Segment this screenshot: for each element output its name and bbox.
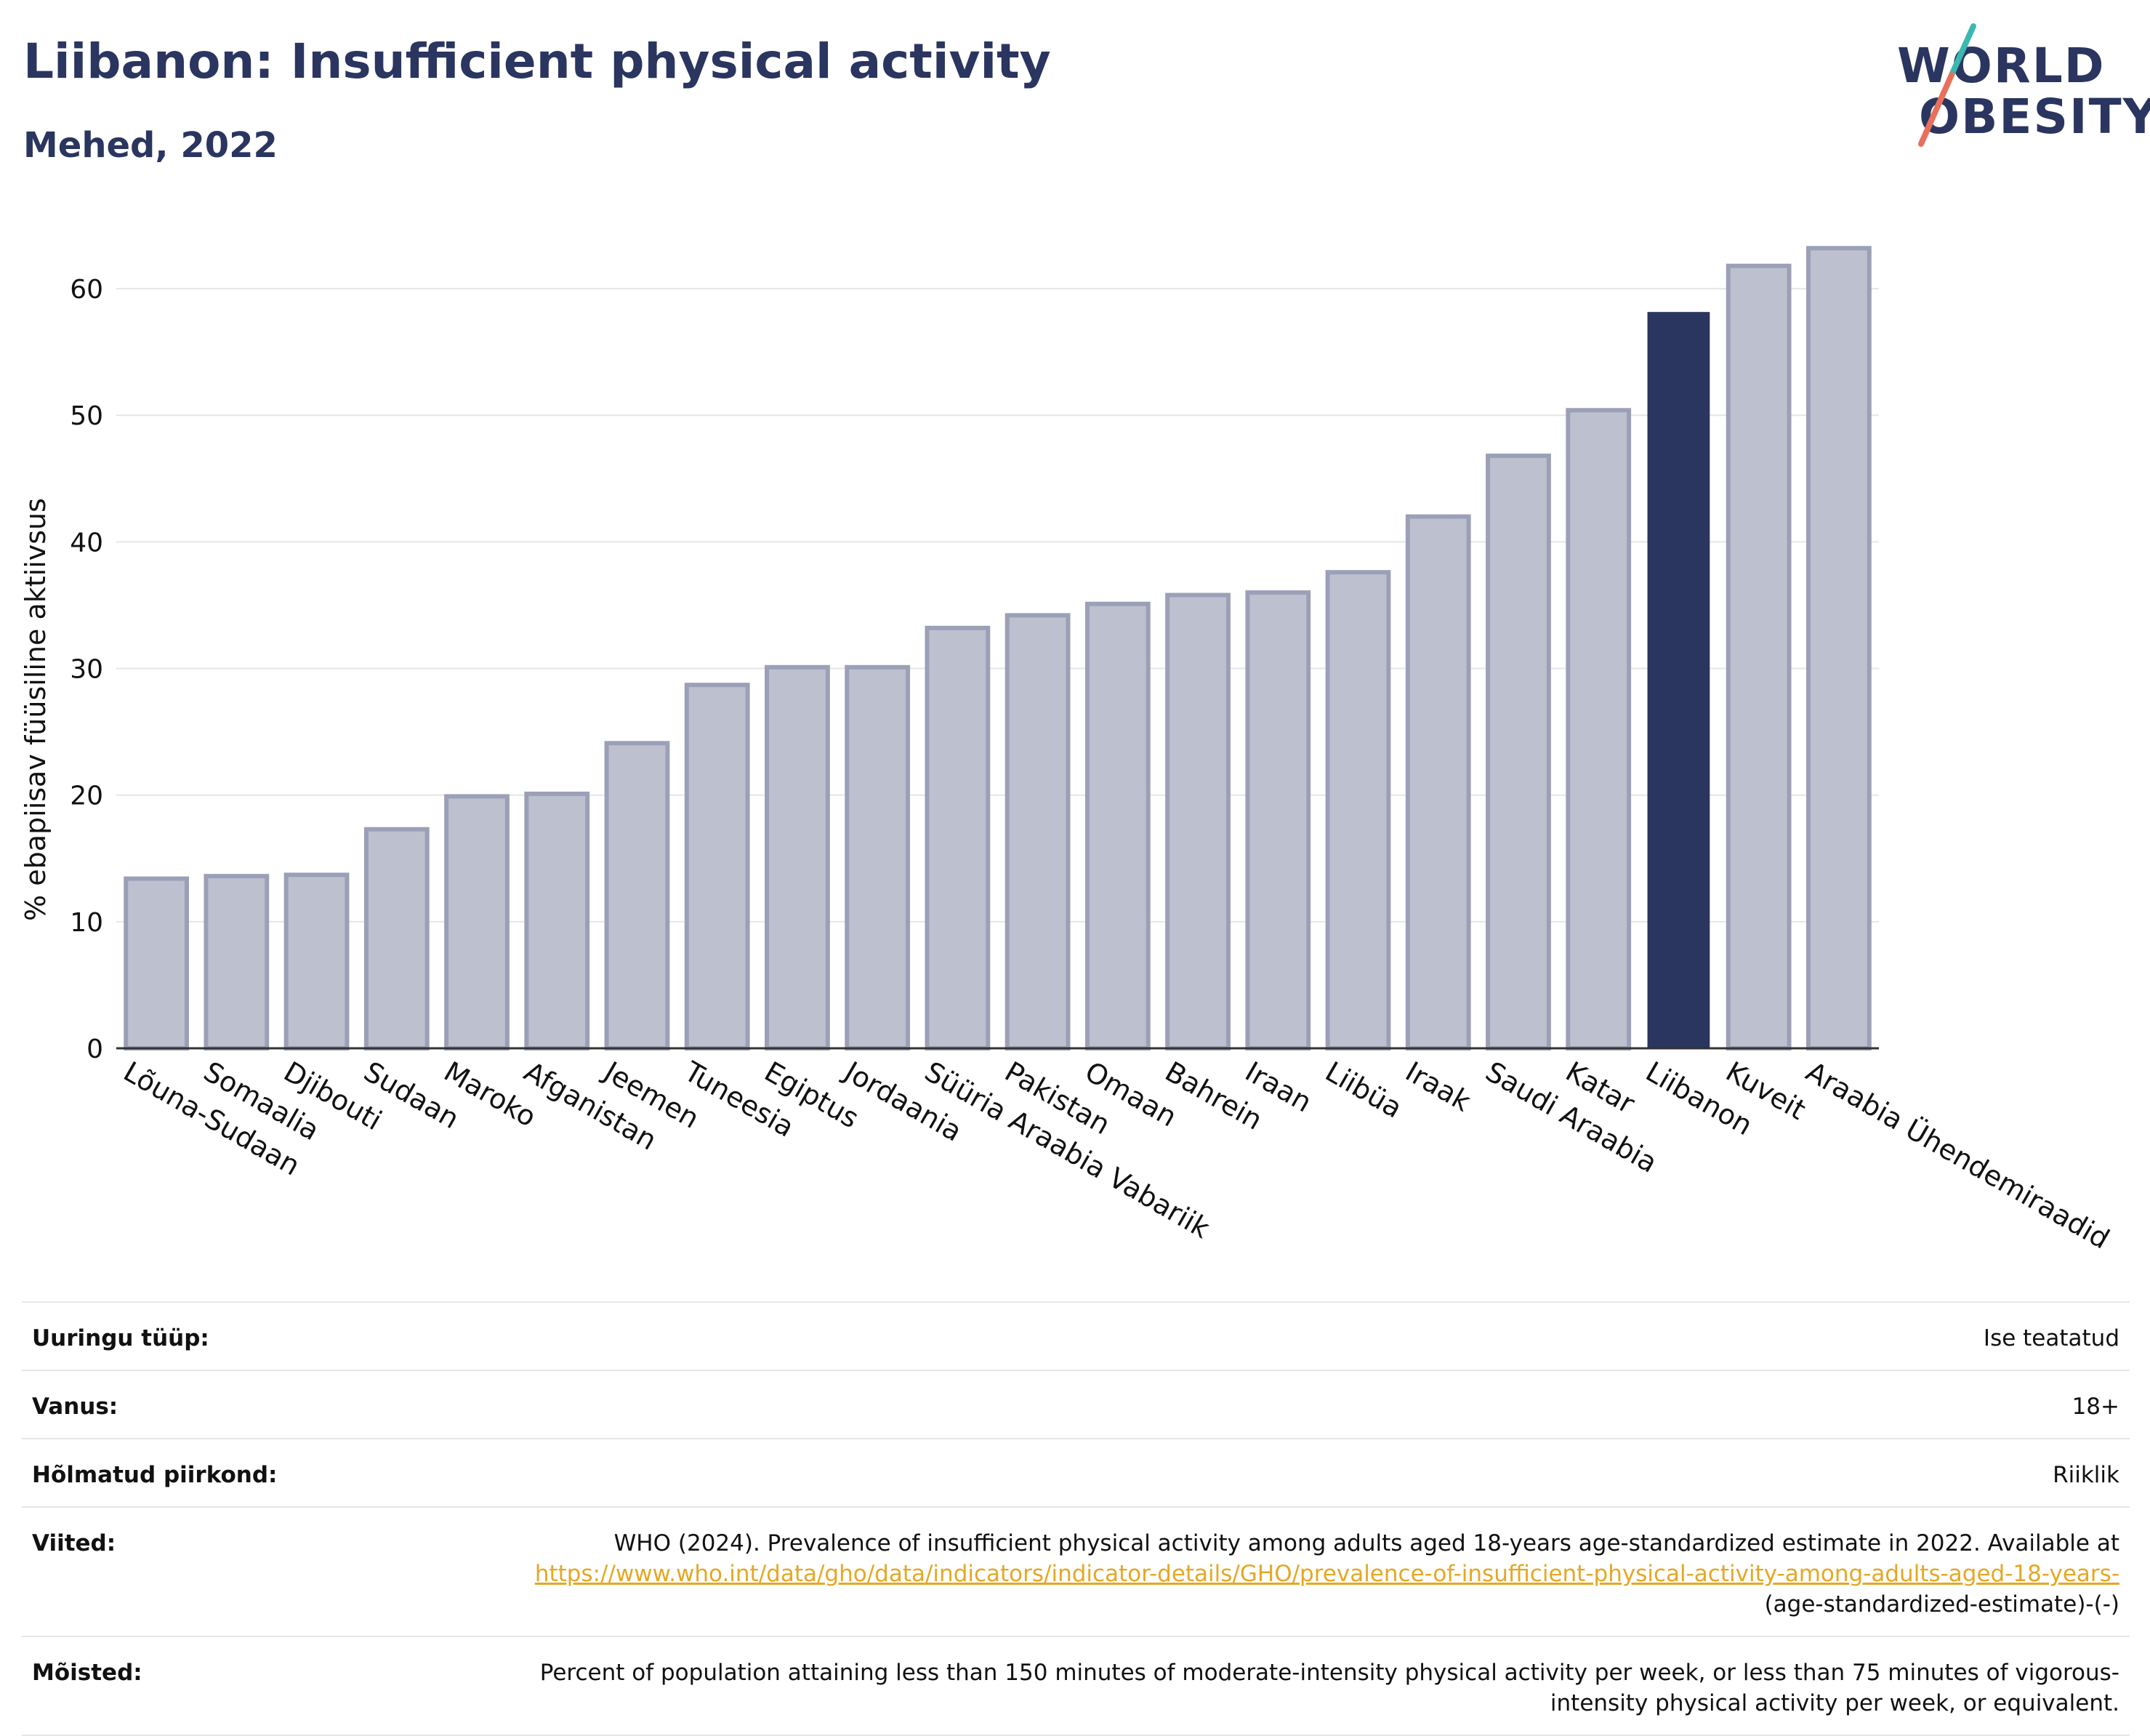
bar-afganistan: [524, 791, 590, 1050]
y-tick-label: 20: [70, 781, 103, 811]
x-tick-label: Araabia Ühendemiraadid: [1800, 1056, 2114, 1255]
definitions-value: Percent of population attaining less tha…: [539, 1660, 2119, 1716]
bar-tuneesia: [684, 683, 750, 1050]
bar-katar: [1566, 408, 1632, 1051]
references-link[interactable]: https://www.who.int/data/gho/data/indica…: [534, 1561, 2119, 1587]
y-tick-label: 10: [70, 908, 103, 938]
logo-line1: WORLD: [1897, 38, 2106, 94]
bar-lõuna-sudaan: [124, 876, 190, 1050]
bar-iraak: [1405, 514, 1471, 1050]
bar-jordaania: [845, 664, 911, 1050]
x-tick-label: Iraak: [1400, 1056, 1476, 1118]
logo-slash-icon: [1918, 23, 1976, 147]
y-tick-label: 30: [70, 655, 103, 685]
logo-line2: OBESITY: [1919, 89, 2150, 145]
survey-type-value: Ise teatatud: [1983, 1325, 2119, 1351]
y-tick-label: 60: [70, 275, 103, 305]
bar-egiptus: [765, 664, 830, 1050]
chart-title: Liibanon: Insufficient physical activity: [23, 33, 1051, 89]
survey-type-label: Uuringu tüüp:: [32, 1325, 209, 1351]
bar-süüria-araabia-vabariik: [925, 625, 991, 1050]
age-value: 18+: [2072, 1394, 2119, 1420]
chart-subtitle: Mehed, 2022: [23, 125, 278, 166]
meta-row-region: Hõlmatud piirkond: Riiklik: [22, 1438, 2130, 1506]
region-label: Hõlmatud piirkond:: [32, 1462, 278, 1488]
bar-djibouti: [283, 872, 350, 1051]
references-value: WHO (2024). Prevalence of insufficient p…: [520, 1528, 2119, 1620]
bar-pakistan: [1004, 613, 1071, 1050]
y-axis-ticks: 0 10 20 30 40 50 60: [70, 275, 103, 1064]
bar-series: [124, 246, 1872, 1051]
bar-saudi-araabia: [1486, 453, 1551, 1050]
bar-liibanon: [1647, 312, 1710, 1050]
references-suffix: (age-standardized-estimate)-(-): [1764, 1591, 2119, 1618]
meta-row-definitions: Mõisted: Percent of population attaining…: [22, 1636, 2130, 1736]
bar-iraan: [1245, 590, 1311, 1050]
x-tick-label: Liibüa: [1320, 1056, 1408, 1125]
bar-liibüa: [1325, 570, 1391, 1050]
bar-kuveit: [1726, 263, 1792, 1050]
bar-jeemen: [604, 741, 670, 1050]
meta-row-references: Viited: WHO (2024). Prevalence of insuff…: [22, 1506, 2130, 1636]
age-label: Vanus:: [32, 1394, 118, 1420]
bar-chart: 0 10 20 30 40 50 60 Lõuna-SudaanSomaaliaDjibou…: [20, 246, 2115, 1255]
meta-row-survey-type: Uuringu tüüp: Ise teatatud: [22, 1301, 2130, 1370]
region-value: Riiklik: [2053, 1462, 2119, 1488]
bar-omaan: [1084, 601, 1151, 1050]
bar-bahrein: [1165, 592, 1231, 1050]
y-tick-label: 40: [70, 528, 103, 558]
y-tick-label: 0: [86, 1034, 103, 1064]
y-axis-label: % ebapiisav füüsiline aktiivsus: [20, 498, 52, 921]
metadata-table: Uuringu tüüp: Ise teatatud Vanus: 18+ Hõ…: [22, 1301, 2130, 1736]
world-obesity-logo: WORLD OBESITY: [1897, 20, 2150, 151]
bar-somaalia: [204, 874, 270, 1050]
meta-row-age: Vanus: 18+: [22, 1370, 2130, 1438]
bar-maroko: [444, 794, 510, 1050]
bar-araabia-ühendemiraadid: [1806, 246, 1872, 1051]
references-label: Viited:: [32, 1530, 116, 1556]
bar-sudaan: [363, 827, 430, 1051]
definitions-label: Mõisted:: [32, 1660, 142, 1686]
y-tick-label: 50: [70, 401, 103, 431]
x-axis-labels: Lõuna-SudaanSomaaliaDjiboutiSudaanMaroko…: [118, 1055, 2115, 1255]
references-text: WHO (2024). Prevalence of insufficient p…: [613, 1530, 2119, 1556]
